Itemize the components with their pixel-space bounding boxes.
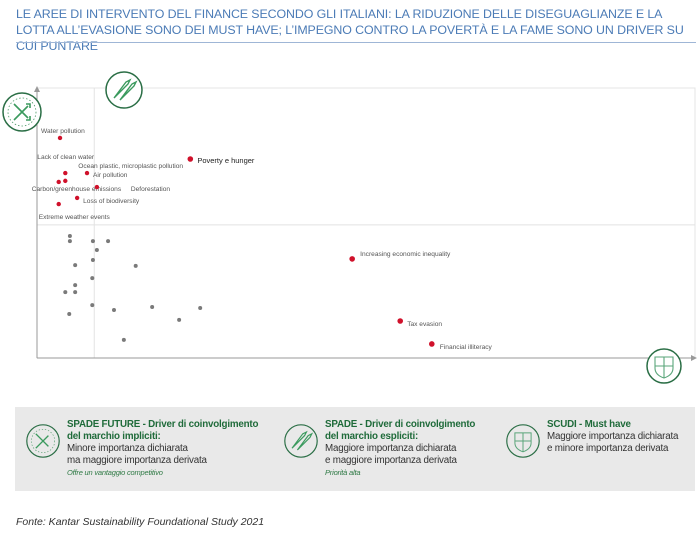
data-point <box>90 303 95 308</box>
data-point-highlight <box>63 170 68 176</box>
data-point <box>177 317 182 322</box>
data-label: Financial illiteracy <box>440 344 493 351</box>
data-point-highlight <box>84 170 90 176</box>
scatter-chart: Water pollution Lack of clean water Ocean … <box>2 71 697 384</box>
data-point <box>150 304 155 309</box>
data-point <box>67 311 72 316</box>
legend-desc: Maggiore importanza dichiarata <box>325 443 457 454</box>
data-label: Ocean plastic, microplastic pollution <box>78 163 183 170</box>
data-point-highlight <box>57 135 63 141</box>
title-divider <box>16 42 696 43</box>
page-title: Le aree di intervento del finance second… <box>16 7 684 53</box>
data-point-highlight <box>397 318 404 324</box>
data-point <box>94 248 99 252</box>
data-point-highlight <box>429 341 435 347</box>
data-point <box>63 290 68 295</box>
data-label: Lack of clean water <box>37 154 95 161</box>
data-point <box>67 239 72 244</box>
y-axis-arrow <box>34 86 40 92</box>
data-point-highlight <box>74 195 80 201</box>
legend-box: SPADE FUTURE - Driver di coinvolgimento … <box>15 407 695 491</box>
data-label: Air pollution <box>93 172 128 179</box>
legend-item-spade-future: SPADE FUTURE - Driver di coinvolgimento … <box>25 419 270 479</box>
data-point-highlight <box>349 256 355 262</box>
legend-heading: SCUDI - Must have <box>547 419 631 430</box>
legend-desc: e maggiore importanza derivata <box>325 455 457 466</box>
data-point-highlight <box>187 156 194 162</box>
data-point-highlight <box>56 179 61 185</box>
spade-icon <box>105 71 143 109</box>
data-point <box>73 283 78 288</box>
data-point <box>198 306 203 311</box>
data-label: Deforestation <box>131 186 171 193</box>
data-label: Water pollution <box>41 128 85 135</box>
legend-desc: ma maggiore importanza derivata <box>67 455 207 466</box>
data-point <box>106 239 111 244</box>
data-point <box>90 276 95 281</box>
spade-future-icon <box>26 424 60 458</box>
data-point-highlight <box>63 178 68 184</box>
source-note: Fonte: Kantar Sustainability Foundationa… <box>16 516 265 528</box>
legend-heading: SPADE - Driver di coinvolgimento <box>325 419 476 430</box>
legend-item-spade: SPADE - Driver di coinvolgimento del mar… <box>283 419 493 479</box>
data-point <box>73 263 78 268</box>
data-point-highlight <box>94 184 100 190</box>
shield-icon <box>646 348 682 384</box>
data-point <box>90 239 95 244</box>
data-label: Tax evasion <box>407 321 442 328</box>
data-label: Extreme weather events <box>39 214 111 221</box>
data-point <box>121 337 126 342</box>
legend-desc: Maggiore importanza dichiarata <box>547 431 679 442</box>
x-axis-arrow <box>691 355 697 361</box>
data-point <box>90 257 95 262</box>
plot-area <box>36 87 696 359</box>
data-label: Loss of biodiversity <box>83 198 140 205</box>
data-label: Carbon/greenhouse emissions <box>32 186 122 193</box>
spade-icon <box>284 424 318 458</box>
data-point <box>133 263 138 268</box>
legend-note: Priorità alta <box>325 468 361 477</box>
spade-future-icon <box>2 92 42 132</box>
legend-desc: e minore importanza derivata <box>547 443 669 454</box>
legend-heading: SPADE FUTURE - Driver di coinvolgimento <box>67 419 259 430</box>
legend-desc: Minore importanza dichiarata <box>67 443 188 454</box>
legend-note: Offre un vantaggio competitivo <box>67 468 163 477</box>
data-point-highlight <box>56 201 61 207</box>
legend-heading: del marchio espliciti: <box>325 431 419 442</box>
legend-item-scudi: SCUDI - Must have Maggiore importanza di… <box>505 419 693 459</box>
data-point <box>111 307 116 312</box>
data-point <box>73 290 78 295</box>
shield-icon <box>506 424 540 458</box>
legend-heading: del marchio impliciti: <box>67 431 161 442</box>
data-label: Poverty e hunger <box>197 156 255 165</box>
data-point <box>67 233 72 238</box>
data-label: Increasing economic inequality <box>360 251 451 258</box>
